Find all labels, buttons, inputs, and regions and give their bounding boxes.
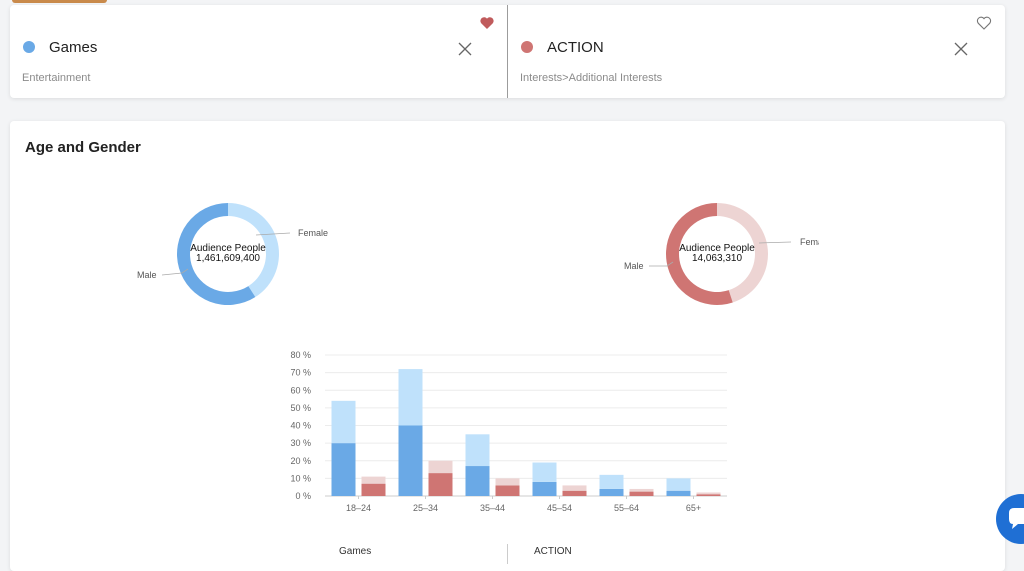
y-tick-label: 80 % — [290, 350, 311, 360]
annotation-leader — [161, 268, 189, 276]
x-tick-label: 18–24 — [346, 503, 371, 513]
age-gender-bar-chart: 0 % 10 % 20 % 30 % 40 % 50 % 60 % 70 % 80 % 18–24… — [290, 350, 727, 513]
close-icon[interactable] — [954, 42, 968, 56]
compare-item-subtitle: Entertainment — [22, 72, 91, 84]
bar-games-male — [599, 488, 624, 496]
bar-action-male — [629, 491, 654, 496]
bar-games-female — [331, 400, 356, 444]
bar-action-male — [696, 494, 721, 496]
annotation-leader — [758, 241, 792, 244]
section-title: Age and Gender — [25, 139, 141, 156]
compare-item-subtitle: Interests>Additional Interests — [520, 72, 663, 84]
y-tick-label: 20 % — [290, 456, 311, 466]
bottom-label-action: ACTION — [534, 546, 572, 557]
donut-chart-games: Female Male Audience People 1,461,609,40… — [137, 203, 328, 305]
y-tick-label: 10 % — [290, 473, 311, 483]
bar-games-female — [398, 369, 423, 426]
y-tick-label: 30 % — [290, 438, 311, 448]
donut-slice-male — [666, 203, 733, 305]
bar-games-male — [398, 425, 423, 496]
donut-center-label: Audience People — [679, 243, 755, 254]
chat-icon — [1009, 508, 1024, 529]
bar-games-female — [532, 462, 557, 482]
donut-male-label: Male — [624, 261, 644, 271]
heart-filled-icon[interactable] — [479, 15, 495, 31]
bar-action-female — [562, 485, 587, 491]
compare-item-title: Games — [49, 39, 98, 56]
y-tick-label: 0 % — [295, 491, 311, 501]
bar-action-female — [428, 460, 453, 474]
y-tick-label: 60 % — [290, 385, 311, 395]
heart-outline-icon[interactable] — [976, 15, 992, 31]
donut-slice-male — [177, 203, 256, 305]
bar-action-female — [696, 492, 721, 495]
donut-female-label: Female — [298, 228, 328, 238]
donut-female-label: Female — [800, 237, 819, 247]
compare-item-games[interactable]: Games Entertainment — [10, 5, 507, 98]
close-icon[interactable] — [458, 42, 472, 56]
donut-center-label: Audience People — [190, 243, 266, 254]
x-tick-label: 25–34 — [413, 503, 438, 513]
bar-action-male — [428, 473, 453, 496]
compare-bar: Games Entertainment ACTION Interests>Add… — [10, 5, 1005, 98]
color-dot — [521, 41, 533, 53]
compare-item-title: ACTION — [547, 39, 604, 56]
donut-male-label: Male — [137, 270, 157, 280]
bar-games-male — [666, 490, 691, 496]
donut-center-value: 14,063,310 — [692, 253, 742, 264]
compare-item-action[interactable]: ACTION Interests>Additional Interests — [508, 5, 1005, 98]
bar-games-female — [666, 478, 691, 491]
annotation-leader — [255, 232, 291, 236]
bar-games-male — [532, 481, 557, 496]
bar-games-male — [331, 443, 356, 496]
y-tick-label: 40 % — [290, 421, 311, 431]
age-gender-card: Age and Gender Female Male Audience Peop… — [10, 121, 1005, 571]
compare-divider — [507, 5, 508, 98]
bottom-label-games: Games — [339, 546, 372, 557]
x-tick-label: 45–54 — [547, 503, 572, 513]
chat-button[interactable] — [996, 494, 1024, 544]
top-tab-indicator — [12, 0, 107, 3]
bar-action-female — [361, 476, 386, 484]
bar-action-male — [495, 485, 520, 496]
bar-action-female — [629, 488, 654, 492]
y-tick-label: 50 % — [290, 403, 311, 413]
bar-games-female — [599, 474, 624, 489]
y-tick-label: 70 % — [290, 368, 311, 378]
bar-action-male — [361, 483, 386, 496]
bottom-divider — [507, 544, 508, 564]
bar-action-male — [562, 490, 587, 496]
bar-games-male — [465, 466, 490, 496]
bar-games-female — [465, 434, 490, 467]
x-tick-label: 55–64 — [614, 503, 639, 513]
annotation-leader — [649, 261, 674, 267]
donut-center-value: 1,461,609,400 — [196, 253, 260, 264]
x-tick-label: 65+ — [686, 503, 701, 513]
bar-action-female — [495, 478, 520, 486]
x-tick-label: 35–44 — [480, 503, 505, 513]
donut-slice-female — [228, 203, 279, 298]
color-dot — [23, 41, 35, 53]
donut-slice-female — [717, 203, 768, 303]
donut-chart-action: Female Male Audience People 14,063,310 — [624, 203, 819, 305]
